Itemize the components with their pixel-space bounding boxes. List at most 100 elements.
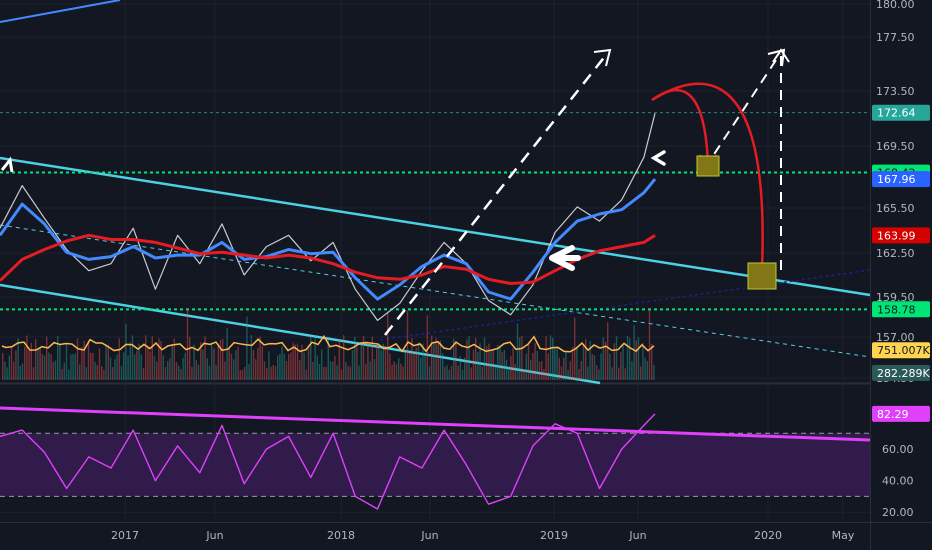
volume-bar (490, 349, 492, 380)
time-tick-label: 2019 (540, 529, 568, 542)
volume-bar (195, 360, 197, 380)
price-tick-label: 157.00 (876, 331, 915, 344)
volume-bar (417, 342, 420, 380)
volume-bar (54, 360, 57, 380)
volume-bar (560, 366, 563, 380)
volume-bar (270, 366, 272, 380)
volume-bar (593, 355, 596, 380)
volume-bar (248, 364, 250, 380)
volume-bar (125, 323, 127, 380)
volume-bar (464, 357, 466, 380)
volume-bar (525, 353, 527, 380)
volume-bar (17, 338, 19, 380)
time-tick-label: Jun (205, 529, 223, 542)
volume-bar (19, 365, 21, 380)
volume-bar (371, 336, 373, 380)
price-badge-bg (872, 227, 930, 244)
rsi-band-fill (0, 433, 870, 497)
volume-bar (285, 361, 288, 380)
volume-bar (543, 369, 545, 380)
price-badge: 158.78 (872, 301, 930, 318)
volume-bar (189, 336, 191, 380)
volume-bar (35, 339, 37, 380)
price-badge-label: 167.96 (877, 173, 916, 186)
time-tick-label: Jun (628, 529, 646, 542)
volume-bar (622, 345, 624, 380)
volume-bar (360, 343, 362, 380)
volume-bar (178, 365, 180, 380)
volume-bar (325, 366, 327, 380)
volume-bar (46, 336, 48, 380)
volume-bar (134, 354, 136, 380)
volume-bar (356, 346, 358, 380)
long-trend-line (379, 269, 871, 341)
price-axis: 180.00 177.50 173.50 169.50 165.50 162.50 159.… (876, 0, 915, 385)
volume-bar (475, 337, 477, 380)
volume-bar (279, 353, 281, 380)
volume-bar (620, 352, 622, 380)
volume-bar (272, 364, 274, 380)
volume-bar (523, 369, 525, 380)
volume-bar (39, 347, 41, 380)
volume-bar (461, 369, 464, 380)
volume-bar (578, 369, 580, 380)
volume-bar (514, 363, 516, 380)
volume-bar (367, 342, 369, 380)
volume-bar (552, 337, 554, 380)
volume-bar (611, 367, 613, 380)
volume-bar (468, 335, 470, 380)
volume-bar (296, 343, 299, 380)
arrow-head-icon (772, 48, 790, 63)
volume-bar (558, 357, 560, 380)
channel-lower-line (0, 283, 601, 385)
volume-bar (305, 369, 307, 380)
volume-bar (642, 343, 644, 380)
volume-bar (142, 368, 145, 380)
volume-bar (505, 359, 508, 380)
volume-bar (404, 352, 406, 380)
volume-bar (237, 346, 239, 380)
volume-bar (61, 369, 63, 380)
volume-bar (103, 369, 105, 380)
volume-bar (120, 365, 123, 380)
volume-bar (76, 338, 79, 380)
volume-bar (389, 353, 391, 380)
price-badge: 82.29 (872, 405, 930, 422)
volume-bar (246, 316, 248, 380)
volume-bar (26, 335, 28, 380)
channel-upper-line (0, 156, 871, 297)
volume-bar (169, 358, 171, 380)
price-badge: 282.289K (872, 364, 930, 381)
volume-bar (114, 359, 116, 380)
volume-bar (362, 336, 365, 380)
price-badge-label: 172.64 (877, 107, 916, 120)
volume-bar (257, 347, 259, 380)
volume-bar (538, 361, 541, 380)
up-arrow-icon (0, 156, 14, 173)
volume-bar (387, 312, 389, 380)
price-tick-label: 159.50 (876, 291, 915, 304)
volume-bar (57, 336, 59, 380)
volume-bar (116, 354, 118, 380)
volume-bar (52, 361, 54, 380)
price-badge: 163.99 (872, 227, 930, 244)
volume-bar (431, 335, 433, 380)
volume-bar (222, 338, 224, 380)
volume-bars (1, 307, 655, 380)
volume-bar (65, 344, 68, 380)
volume-bar (224, 361, 226, 380)
volume-bar (329, 361, 332, 380)
volume-bar (534, 343, 536, 380)
volume-bar (131, 335, 134, 380)
price-badge-bg (872, 301, 930, 318)
volume-bar (244, 366, 246, 380)
volume-bar (347, 365, 349, 380)
price-tick-label: 162.50 (876, 247, 915, 260)
volume-bar (281, 346, 283, 380)
volume-bar (193, 344, 195, 380)
volume-bar (580, 360, 582, 380)
volume-bar (380, 350, 382, 380)
volume-bar (70, 354, 72, 380)
volume-bar (631, 361, 633, 380)
